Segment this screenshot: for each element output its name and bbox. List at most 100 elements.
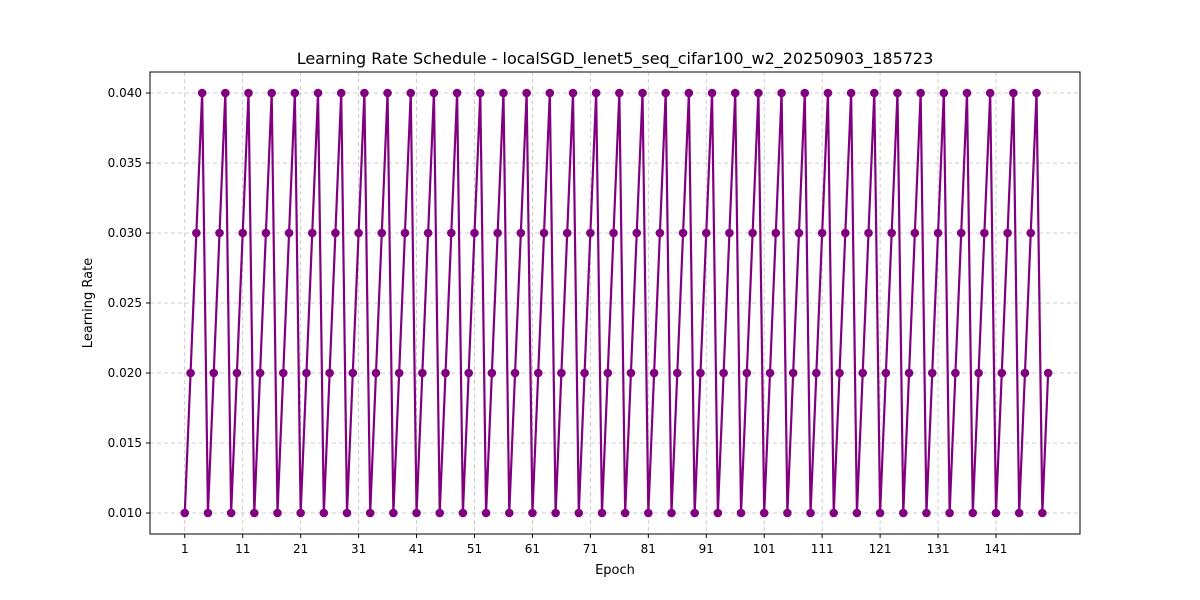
- data-point: [904, 368, 914, 378]
- data-point: [956, 228, 966, 238]
- data-point: [626, 368, 636, 378]
- data-point: [429, 88, 439, 98]
- data-point: [441, 368, 450, 378]
- data-point: [690, 508, 699, 518]
- data-point: [788, 368, 798, 378]
- data-point: [933, 228, 943, 238]
- data-point: [528, 508, 537, 518]
- data-point: [464, 368, 473, 378]
- data-point: [864, 228, 873, 238]
- data-point: [962, 88, 972, 98]
- y-tick-label: 0.030: [108, 226, 142, 240]
- data-point: [197, 88, 207, 98]
- data-point: [829, 508, 839, 518]
- data-point: [539, 228, 549, 238]
- data-point: [331, 228, 340, 238]
- data-point: [383, 88, 392, 98]
- data-point: [974, 368, 983, 378]
- data-point: [701, 228, 711, 238]
- data-point: [730, 88, 740, 98]
- x-tick-label: 1: [181, 542, 189, 556]
- chart-title: Learning Rate Schedule - localSGD_lenet5…: [297, 49, 934, 69]
- data-point: [887, 228, 896, 238]
- data-point: [771, 228, 781, 238]
- data-point: [284, 228, 294, 238]
- data-point: [615, 88, 624, 98]
- data-point: [927, 368, 937, 378]
- data-point: [487, 368, 497, 378]
- data-point: [354, 228, 363, 238]
- x-tick-label: 121: [869, 542, 892, 556]
- data-point: [898, 508, 908, 518]
- x-tick-label: 101: [753, 542, 776, 556]
- grid: [150, 72, 1080, 534]
- data-point: [447, 228, 456, 238]
- data-point: [759, 508, 769, 518]
- data-point: [939, 88, 949, 98]
- data-point: [817, 228, 827, 238]
- data-point: [655, 228, 665, 238]
- data-point: [765, 368, 775, 378]
- data-point: [180, 508, 190, 518]
- data-point: [1009, 88, 1018, 98]
- data-point: [823, 88, 833, 98]
- data-point: [980, 228, 989, 238]
- data-point: [551, 508, 560, 518]
- data-point: [186, 368, 195, 378]
- data-point: [1032, 88, 1041, 98]
- series-line: [183, 91, 1050, 515]
- data-point: [1003, 228, 1012, 238]
- x-tick-label: 131: [927, 542, 950, 556]
- data-point: [586, 228, 595, 238]
- data-point: [215, 228, 224, 238]
- data-point: [470, 228, 479, 238]
- data-point: [255, 368, 265, 378]
- x-tick-label: 41: [409, 542, 424, 556]
- data-point: [296, 508, 305, 518]
- x-tick-label: 21: [293, 542, 308, 556]
- data-point: [597, 508, 607, 518]
- data-point: [475, 88, 485, 98]
- data-point: [192, 228, 201, 238]
- data-point: [725, 228, 734, 238]
- data-point: [522, 88, 531, 98]
- data-point: [841, 228, 850, 238]
- data-point: [1014, 508, 1024, 518]
- data-point: [209, 368, 219, 378]
- data-point: [1026, 228, 1036, 238]
- data-point: [273, 508, 282, 518]
- data-point: [418, 368, 427, 378]
- data-point: [707, 88, 717, 98]
- data-point: [249, 508, 259, 518]
- x-tick-label: 71: [583, 542, 598, 556]
- data-point: [667, 508, 676, 518]
- data-point: [684, 88, 694, 98]
- data-point: [389, 508, 398, 518]
- data-point: [504, 508, 514, 518]
- data-point: [319, 508, 329, 518]
- data-point: [644, 508, 653, 518]
- data-point: [221, 88, 230, 98]
- data-point: [342, 508, 352, 518]
- data-point: [307, 228, 317, 238]
- data-point: [603, 368, 613, 378]
- y-tick-label: 0.035: [108, 156, 142, 170]
- data-point: [852, 508, 862, 518]
- data-point: [783, 508, 792, 518]
- data-point: [742, 368, 752, 378]
- data-point: [394, 368, 404, 378]
- data-point: [365, 508, 375, 518]
- data-point: [794, 228, 804, 238]
- data-point: [661, 88, 671, 98]
- x-tick-label: 31: [351, 542, 366, 556]
- data-point: [377, 228, 387, 238]
- data-point: [875, 508, 885, 518]
- data-point: [678, 228, 688, 238]
- data-point: [406, 88, 416, 98]
- data-point: [672, 368, 682, 378]
- data-point: [632, 228, 642, 238]
- data-point: [400, 228, 410, 238]
- data-point: [916, 88, 925, 98]
- data-point: [800, 88, 810, 98]
